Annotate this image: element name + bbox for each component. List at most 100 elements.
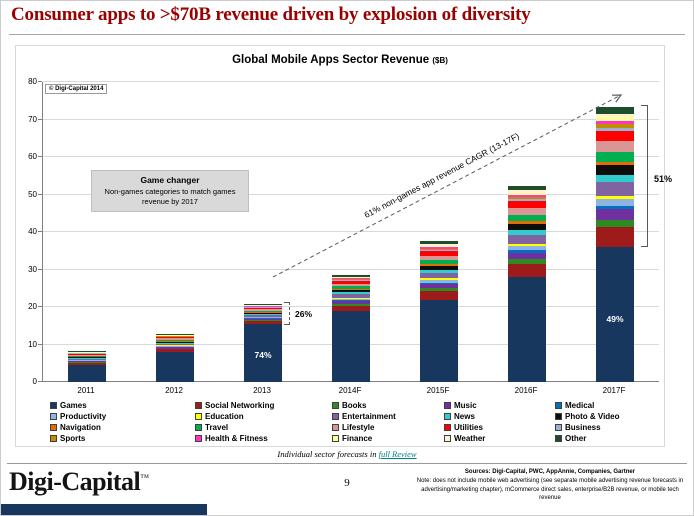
bar-slot <box>395 82 483 382</box>
segment-games <box>156 352 194 382</box>
legend-label: Productivity <box>60 412 107 421</box>
y-tick-label: 10 <box>28 339 37 349</box>
bar-slot <box>483 82 571 382</box>
legend-swatch <box>332 435 339 442</box>
legend-label: Travel <box>205 423 229 432</box>
segment-music <box>68 361 106 363</box>
segment-books <box>596 219 634 227</box>
segment-sports <box>332 279 370 281</box>
y-tick-label: 70 <box>28 114 37 124</box>
bar-2013 <box>244 304 282 382</box>
title-divider <box>9 34 685 35</box>
y-tick-label: 30 <box>28 264 37 274</box>
segment-health-fitness <box>332 278 370 280</box>
segment-social-networking <box>68 363 106 366</box>
game-changer-callout: Game changer Non-games categories to mat… <box>91 170 249 212</box>
legend-item-finance: Finance <box>332 433 444 444</box>
segment-productivity <box>596 199 634 207</box>
legend-swatch <box>444 435 451 442</box>
legend-swatch <box>444 413 451 420</box>
segment-social-networking <box>420 291 458 300</box>
game-changer-title: Game changer <box>140 175 200 185</box>
legend-item-weather: Weather <box>444 433 555 444</box>
y-tick-label: 80 <box>28 77 37 86</box>
segment-music <box>332 301 370 304</box>
label-2017-nongames-share: 51% <box>654 174 673 184</box>
legend-label: Lifestyle <box>342 423 375 432</box>
legend-label: Medical <box>565 401 595 410</box>
segment-other <box>244 304 282 306</box>
brand-bar <box>1 504 207 515</box>
bar-2014f <box>332 274 370 382</box>
legend-swatch <box>444 424 451 431</box>
x-tick-label: 2014F <box>338 386 362 395</box>
segment-social-networking <box>244 321 282 325</box>
segment-music <box>156 347 194 349</box>
legend-label: News <box>454 412 475 421</box>
legend-item-business: Business <box>555 422 620 433</box>
segment-social-networking <box>332 305 370 311</box>
legend-item-photo-video: Photo & Video <box>555 411 620 422</box>
legend-swatch <box>555 424 562 431</box>
segment-entertainment <box>508 234 546 244</box>
segment-medical <box>420 282 458 284</box>
segment-utilities <box>332 281 370 284</box>
bar-slot <box>219 82 307 382</box>
bracket-2013-nongames <box>284 302 290 325</box>
segment-books <box>244 320 282 322</box>
segment-photo-video <box>332 289 370 293</box>
segment-productivity <box>332 298 370 301</box>
bar-2017f <box>596 107 634 382</box>
segment-entertainment <box>68 358 106 361</box>
segment-utilities <box>244 307 282 310</box>
segment-games <box>508 277 546 382</box>
x-tick-label: 2013 <box>253 386 271 395</box>
segment-games <box>332 310 370 382</box>
legend-label: Weather <box>454 434 486 443</box>
label-2017-games-share: 49% <box>606 314 624 324</box>
bar-slot <box>43 82 131 382</box>
legend-label: Games <box>60 401 87 410</box>
chart-title-text: Global Mobile Apps Sector Revenue <box>232 54 430 66</box>
segment-entertainment <box>332 294 370 298</box>
segment-education <box>332 297 370 299</box>
segment-travel <box>508 214 546 222</box>
chart-title: Global Mobile Apps Sector Revenue ($B) <box>16 54 664 66</box>
segment-lifestyle <box>156 338 194 340</box>
legend-label: Utilities <box>454 423 483 432</box>
segment-photo-video <box>68 357 106 359</box>
legend-label: Finance <box>342 434 373 443</box>
digi-capital-logo: Digi-Capital™ <box>9 467 149 497</box>
page-number: 9 <box>344 477 350 489</box>
legend-swatch <box>332 424 339 431</box>
y-axis-labels: 0 10 20 30 40 50 60 70 80 <box>16 77 40 386</box>
legend-item-travel: Travel <box>195 422 332 433</box>
x-tick-label: 2011 <box>77 386 95 395</box>
legend-label: Navigation <box>60 423 101 432</box>
note-line: Note: does not include mobile web advert… <box>416 478 684 502</box>
segment-music <box>508 252 546 260</box>
segment-travel <box>156 339 194 342</box>
segment-music <box>596 209 634 220</box>
legend-swatch <box>555 413 562 420</box>
legend-swatch <box>195 402 202 409</box>
legend-swatch <box>50 402 57 409</box>
legend-item-social-networking: Social Networking <box>195 400 332 411</box>
legend-label: Music <box>454 401 477 410</box>
bracket-2017-nongames <box>641 105 648 247</box>
legend-item-navigation: Navigation <box>50 422 195 433</box>
legend-label: Other <box>565 434 587 443</box>
slide-title: Consumer apps to >$70B revenue driven by… <box>11 4 531 25</box>
gridline <box>38 81 659 82</box>
legend-swatch <box>50 424 57 431</box>
segment-lifestyle <box>244 309 282 311</box>
segment-productivity <box>156 345 194 347</box>
segment-entertainment <box>156 343 194 346</box>
legend-item-medical: Medical <box>555 400 620 411</box>
segment-news <box>68 358 106 359</box>
x-tick-label: 2015F <box>426 386 450 395</box>
segment-social-networking <box>156 349 194 352</box>
legend-swatch <box>444 402 451 409</box>
full-review-link[interactable]: full Review <box>378 449 417 459</box>
bar-2016f <box>508 185 546 382</box>
